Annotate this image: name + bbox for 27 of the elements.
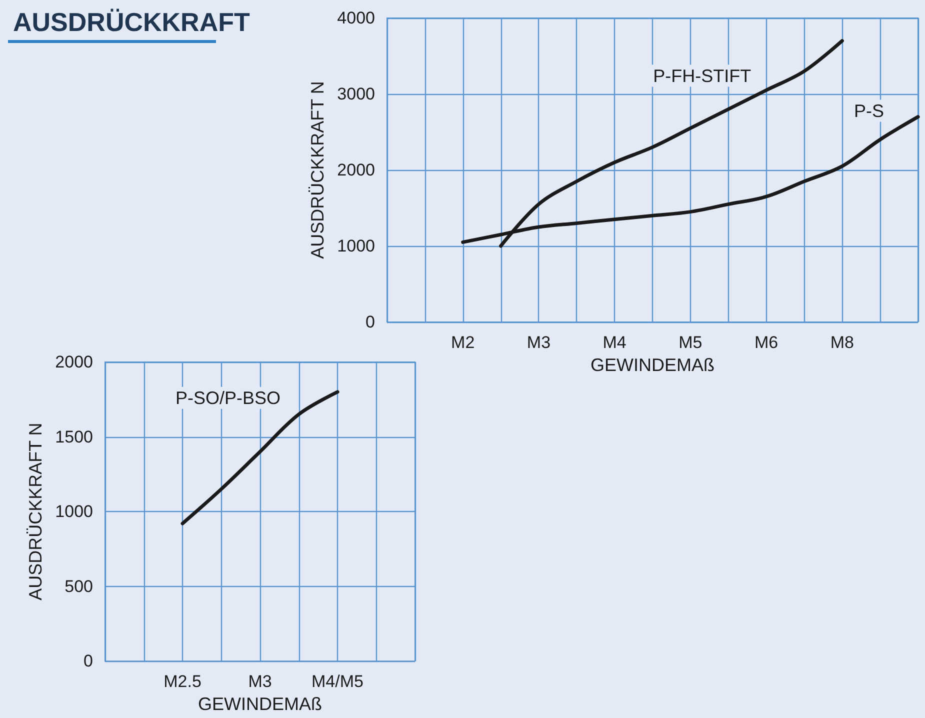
x-tick-label: M4 bbox=[602, 333, 626, 352]
x-axis-title: GEWINDEMAß bbox=[590, 354, 714, 375]
x-axis-title: GEWINDEMAß bbox=[198, 694, 322, 714]
text: AUSDRÜCKKRAFT bbox=[13, 7, 250, 37]
y-axis-title: AUSDRÜCKKRAFT N bbox=[307, 81, 328, 259]
y-tick-label: 0 bbox=[84, 652, 93, 671]
x-tick-label: M3 bbox=[526, 333, 551, 352]
x-tick-label: M3 bbox=[248, 672, 272, 692]
series-label: P-FH-STIFT bbox=[653, 66, 752, 86]
y-tick-label: 3000 bbox=[337, 84, 375, 104]
series-label: P-SO/P-BSO bbox=[176, 388, 281, 408]
x-tick-label: M8 bbox=[830, 333, 854, 352]
y-tick-label: 2000 bbox=[337, 160, 375, 180]
y-tick-label: 0 bbox=[366, 312, 375, 332]
y-axis-title: AUSDRÜCKKRAFT N bbox=[25, 422, 46, 600]
x-tick-label: M6 bbox=[754, 333, 778, 352]
y-tick-label: 4000 bbox=[337, 8, 375, 28]
y-tick-label: 1000 bbox=[55, 502, 93, 522]
series-label: P-S bbox=[854, 100, 884, 121]
y-tick-label: 2000 bbox=[55, 352, 93, 372]
y-tick-label: 1000 bbox=[337, 236, 375, 256]
x-tick-label: M2 bbox=[451, 333, 475, 352]
x-tick-label: M4/M5 bbox=[312, 672, 364, 692]
y-tick-label: 500 bbox=[64, 576, 93, 596]
x-tick-label: M2.5 bbox=[164, 672, 202, 692]
y-tick-label: 1500 bbox=[55, 427, 93, 446]
x-tick-label: M5 bbox=[678, 333, 702, 352]
